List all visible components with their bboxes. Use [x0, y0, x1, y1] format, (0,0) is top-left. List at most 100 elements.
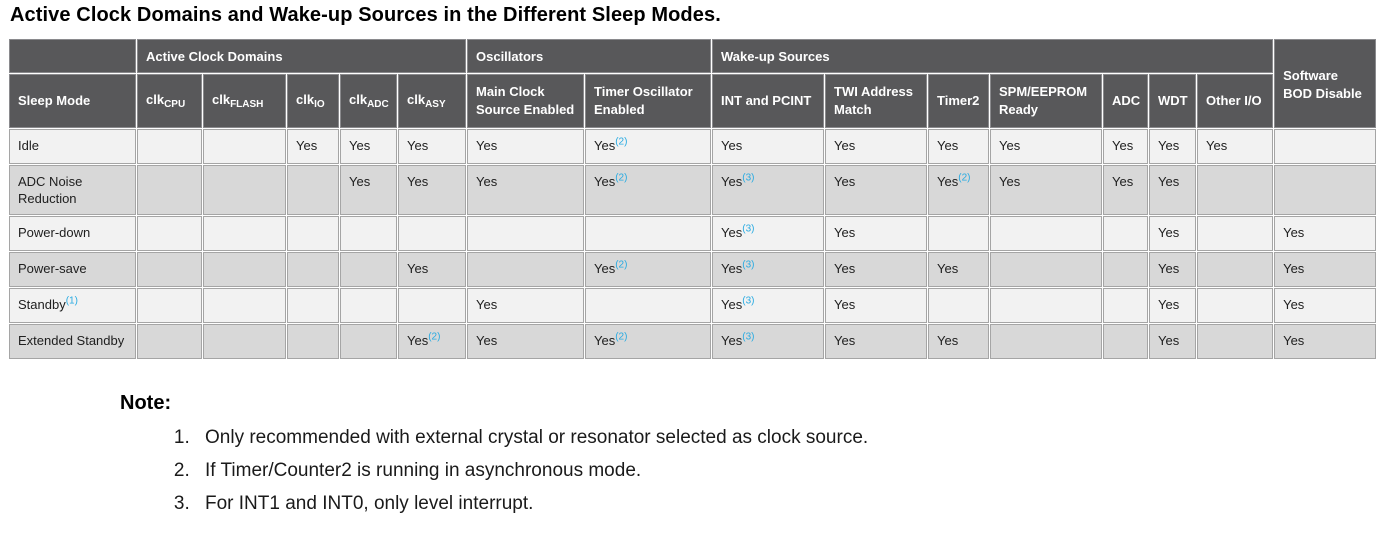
table-cell [1197, 251, 1274, 287]
note-item-2: If Timer/Counter2 is running in asynchro… [195, 460, 1380, 482]
table-cell: Yes(2) [585, 129, 712, 164]
table-cell: Yes [467, 165, 584, 215]
note-section: Note: Only recommended with external cry… [120, 392, 1380, 515]
table-cell [137, 129, 202, 164]
footnote-ref: (3) [742, 223, 755, 235]
sleep-mode-cell: Power-down [9, 215, 136, 251]
table-cell: Yes [825, 129, 928, 164]
column-header-clk-io: clkIO [287, 74, 339, 128]
table-cell [1103, 323, 1149, 359]
table-cell: Yes(2) [585, 323, 712, 359]
table-cell: Yes [340, 129, 397, 164]
table-cell [340, 251, 397, 287]
table-cell [287, 165, 339, 215]
column-header-clk-flash: clkFLASH [203, 74, 286, 128]
table-cell: Yes(2) [928, 165, 990, 215]
page-title: Active Clock Domains and Wake-up Sources… [10, 4, 721, 26]
table-cell [137, 287, 202, 323]
footnote-ref: (3) [742, 172, 755, 184]
table-cell: Yes(3) [712, 165, 825, 215]
header-columns-row: Sleep Mode clkCPU clkFLASH clkIO clkADC clkAS… [9, 74, 1376, 128]
sleep-mode-cell: ADC Noise Reduction [9, 165, 136, 215]
footnote-ref: (2) [615, 136, 628, 148]
table-cell [1197, 215, 1274, 251]
table-cell: Yes [1149, 287, 1197, 323]
column-header-spm-eeprom-ready: SPM/EEPROM Ready [990, 74, 1103, 128]
table-cell: Yes [825, 165, 928, 215]
table-container: Active Clock Domains Oscillators Wake-up S… [8, 38, 1380, 360]
table-cell [928, 287, 990, 323]
table-cell: Yes [398, 251, 466, 287]
table-cell: Yes [1103, 129, 1149, 164]
table-cell [137, 165, 202, 215]
column-header-clk-cpu: clkCPU [137, 74, 202, 128]
table-cell: Yes [340, 165, 397, 215]
table-cell: Yes [1274, 323, 1377, 359]
table-cell [990, 287, 1103, 323]
table-row-extended-standby: Extended Standby Yes(2) Yes Yes(2) Yes(3) Yes… [9, 323, 1377, 359]
table-cell [203, 215, 286, 251]
footnote-ref: (2) [958, 172, 971, 184]
table-cell: Yes(3) [712, 323, 825, 359]
table-cell [398, 287, 466, 323]
table-cell: Yes [1149, 323, 1197, 359]
column-group-active-clock-domains: Active Clock Domains [137, 39, 466, 73]
column-header-other-i-o: Other I/O [1197, 74, 1274, 128]
footnote-ref: (3) [742, 331, 755, 343]
clk-subscript: CPU [164, 98, 186, 110]
footnote-ref: (3) [742, 295, 755, 307]
sleep-mode-cell: Standby(1) [9, 287, 136, 323]
table-cell [1103, 215, 1149, 251]
table-cell [467, 251, 584, 287]
table-cell [340, 287, 397, 323]
table-cell: Yes(3) [712, 215, 825, 251]
column-header-sleep-mode: Sleep Mode [9, 74, 136, 128]
table-cell [287, 251, 339, 287]
table-cell: Yes(3) [712, 287, 825, 323]
footnote-ref: (1) [65, 295, 78, 307]
table-cell: Yes [825, 215, 928, 251]
table-cell: Yes [467, 129, 584, 164]
column-header-int-and-pcint: INT and PCINT [712, 74, 825, 128]
table-cell [1274, 165, 1377, 215]
column-group-oscillators: Oscillators [467, 39, 712, 73]
footnote-ref: (3) [742, 259, 755, 271]
column-header-main-clock-source-enabled: Main Clock Source Enabled [467, 74, 584, 128]
column-header-clk-adc: clkADC [340, 74, 397, 128]
table-cell: Yes [825, 251, 928, 287]
table-cell [1197, 287, 1274, 323]
table-cell [928, 215, 990, 251]
table-cell [137, 215, 202, 251]
table-cell [1197, 165, 1274, 215]
footnote-ref: (2) [428, 331, 441, 343]
table-body: Idle Yes Yes Yes Yes Yes(2) Yes Yes Yes Yes Yes Yes… [9, 129, 1377, 359]
table-cell: Yes [287, 129, 339, 164]
table-cell [340, 215, 397, 251]
table-row-idle: Idle Yes Yes Yes Yes Yes(2) Yes Yes Yes Yes Yes Yes… [9, 129, 1377, 164]
table-cell [203, 165, 286, 215]
table-cell: Yes [398, 129, 466, 164]
column-header-timer-oscillator-enabled: Timer Oscillator Enabled [585, 74, 712, 128]
table-cell: Yes [712, 129, 825, 164]
table-cell: Yes [1197, 129, 1274, 164]
table-cell [287, 215, 339, 251]
note-list: Only recommended with external crystal o… [120, 427, 1380, 515]
note-item-1: Only recommended with external crystal o… [195, 427, 1380, 449]
sleep-mode-cell: Idle [9, 129, 136, 164]
table-cell: Yes [1274, 251, 1377, 287]
column-header-adc: ADC [1103, 74, 1149, 128]
table-cell [467, 215, 584, 251]
column-group-software-bod-disable: Software BOD Disable [1274, 39, 1377, 128]
table-cell [137, 251, 202, 287]
clk-subscript: ASY [425, 98, 446, 110]
table-cell: Yes [1149, 165, 1197, 215]
table-cell: Yes [467, 287, 584, 323]
table-cell: Yes [928, 129, 990, 164]
table-cell: Yes(2) [585, 165, 712, 215]
table-row-power-save: Power-save Yes Yes(2) Yes(3) Yes Yes Yes Yes [9, 251, 1377, 287]
note-heading: Note: [120, 391, 172, 414]
table-cell [990, 215, 1103, 251]
note-item-3: For INT1 and INT0, only level interrupt. [195, 493, 1380, 515]
table-cell: Yes(3) [712, 251, 825, 287]
table-cell: Yes [928, 251, 990, 287]
